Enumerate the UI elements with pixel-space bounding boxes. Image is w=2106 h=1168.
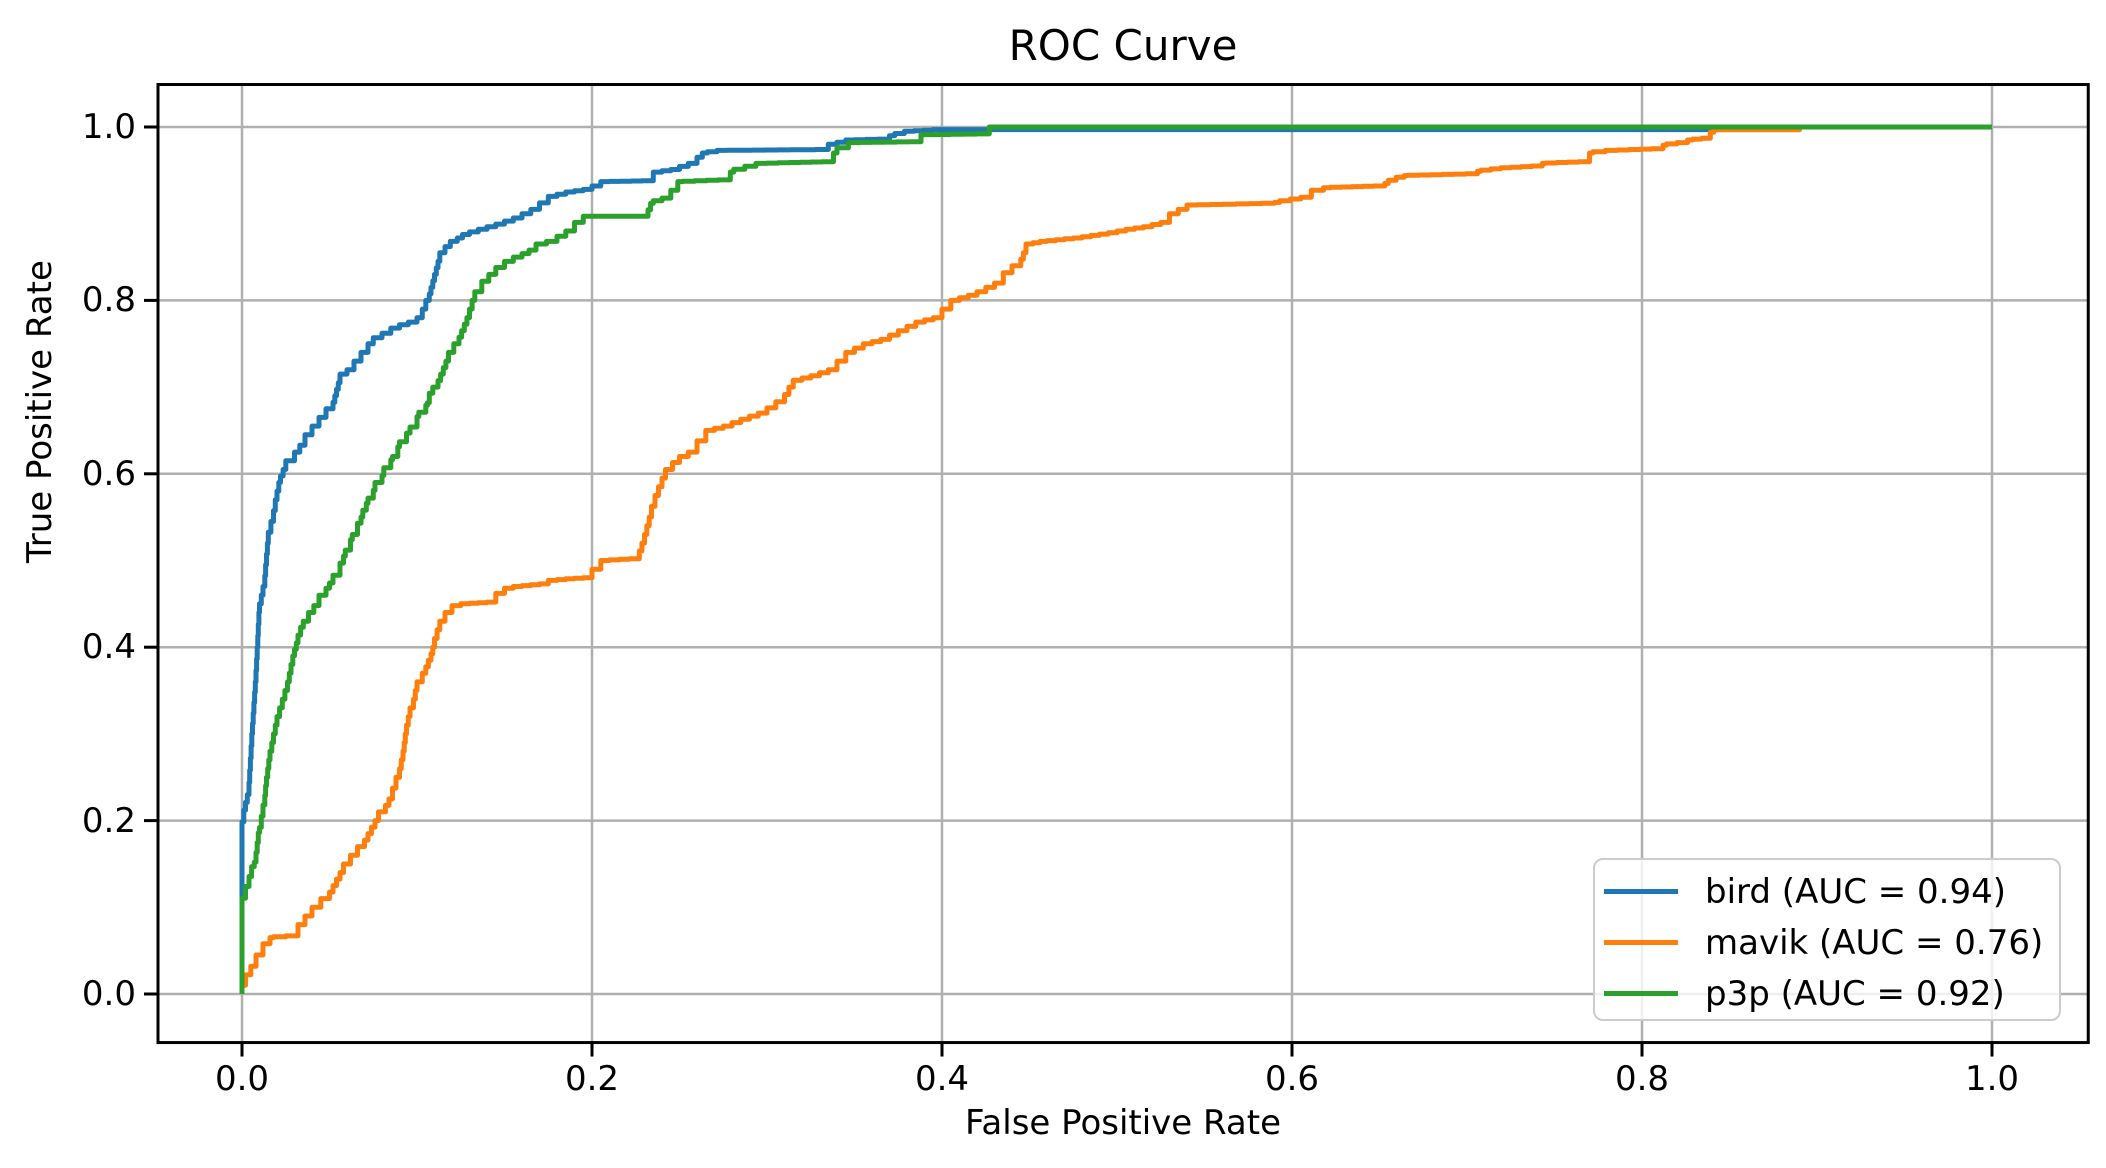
legend-item-bird: bird (AUC = 0.94) [1595,866,2059,917]
roc-curve-bird [239,124,1992,994]
legend-item-mavik: mavik (AUC = 0.76) [1595,917,2059,968]
y-tick-label: 1.0 [81,107,136,147]
legend-line-sample-bird [1604,889,1678,894]
roc-curve-mavik [239,124,1992,994]
y-tick-label: 0.0 [81,974,136,1014]
x-tick-label: 0.0 [214,1059,270,1099]
x-tick-label: 0.6 [1264,1059,1320,1099]
x-axis-label: False Positive Rate [965,1103,1281,1143]
x-tick-label: 0.4 [914,1059,970,1099]
y-tick-label: 0.6 [81,453,136,494]
x-tick-label: 0.8 [1614,1059,1670,1099]
legend-label: p3p (AUC = 0.92) [1705,973,2005,1014]
roc-curve-p3p [239,124,1992,994]
x-tick-label: 1.0 [1964,1059,2020,1099]
y-tick-label: 0.8 [81,280,136,321]
y-tick-label: 0.4 [81,627,136,668]
legend-line-sample-p3p [1604,991,1678,996]
axes-spines [156,83,2090,1045]
y-tick-label: 0.2 [81,800,136,841]
legend: bird (AUC = 0.94) mavik (AUC = 0.76) p3p (… [1593,858,2061,1021]
legend-label: bird (AUC = 0.94) [1705,871,2007,912]
chart-title: ROC Curve [1008,21,1238,70]
legend-item-p3p: p3p (AUC = 0.92) [1595,968,2059,1019]
x-tick-label: 0.2 [564,1059,620,1099]
legend-label: mavik (AUC = 0.76) [1705,922,2044,963]
legend-line-sample-mavik [1604,940,1678,945]
